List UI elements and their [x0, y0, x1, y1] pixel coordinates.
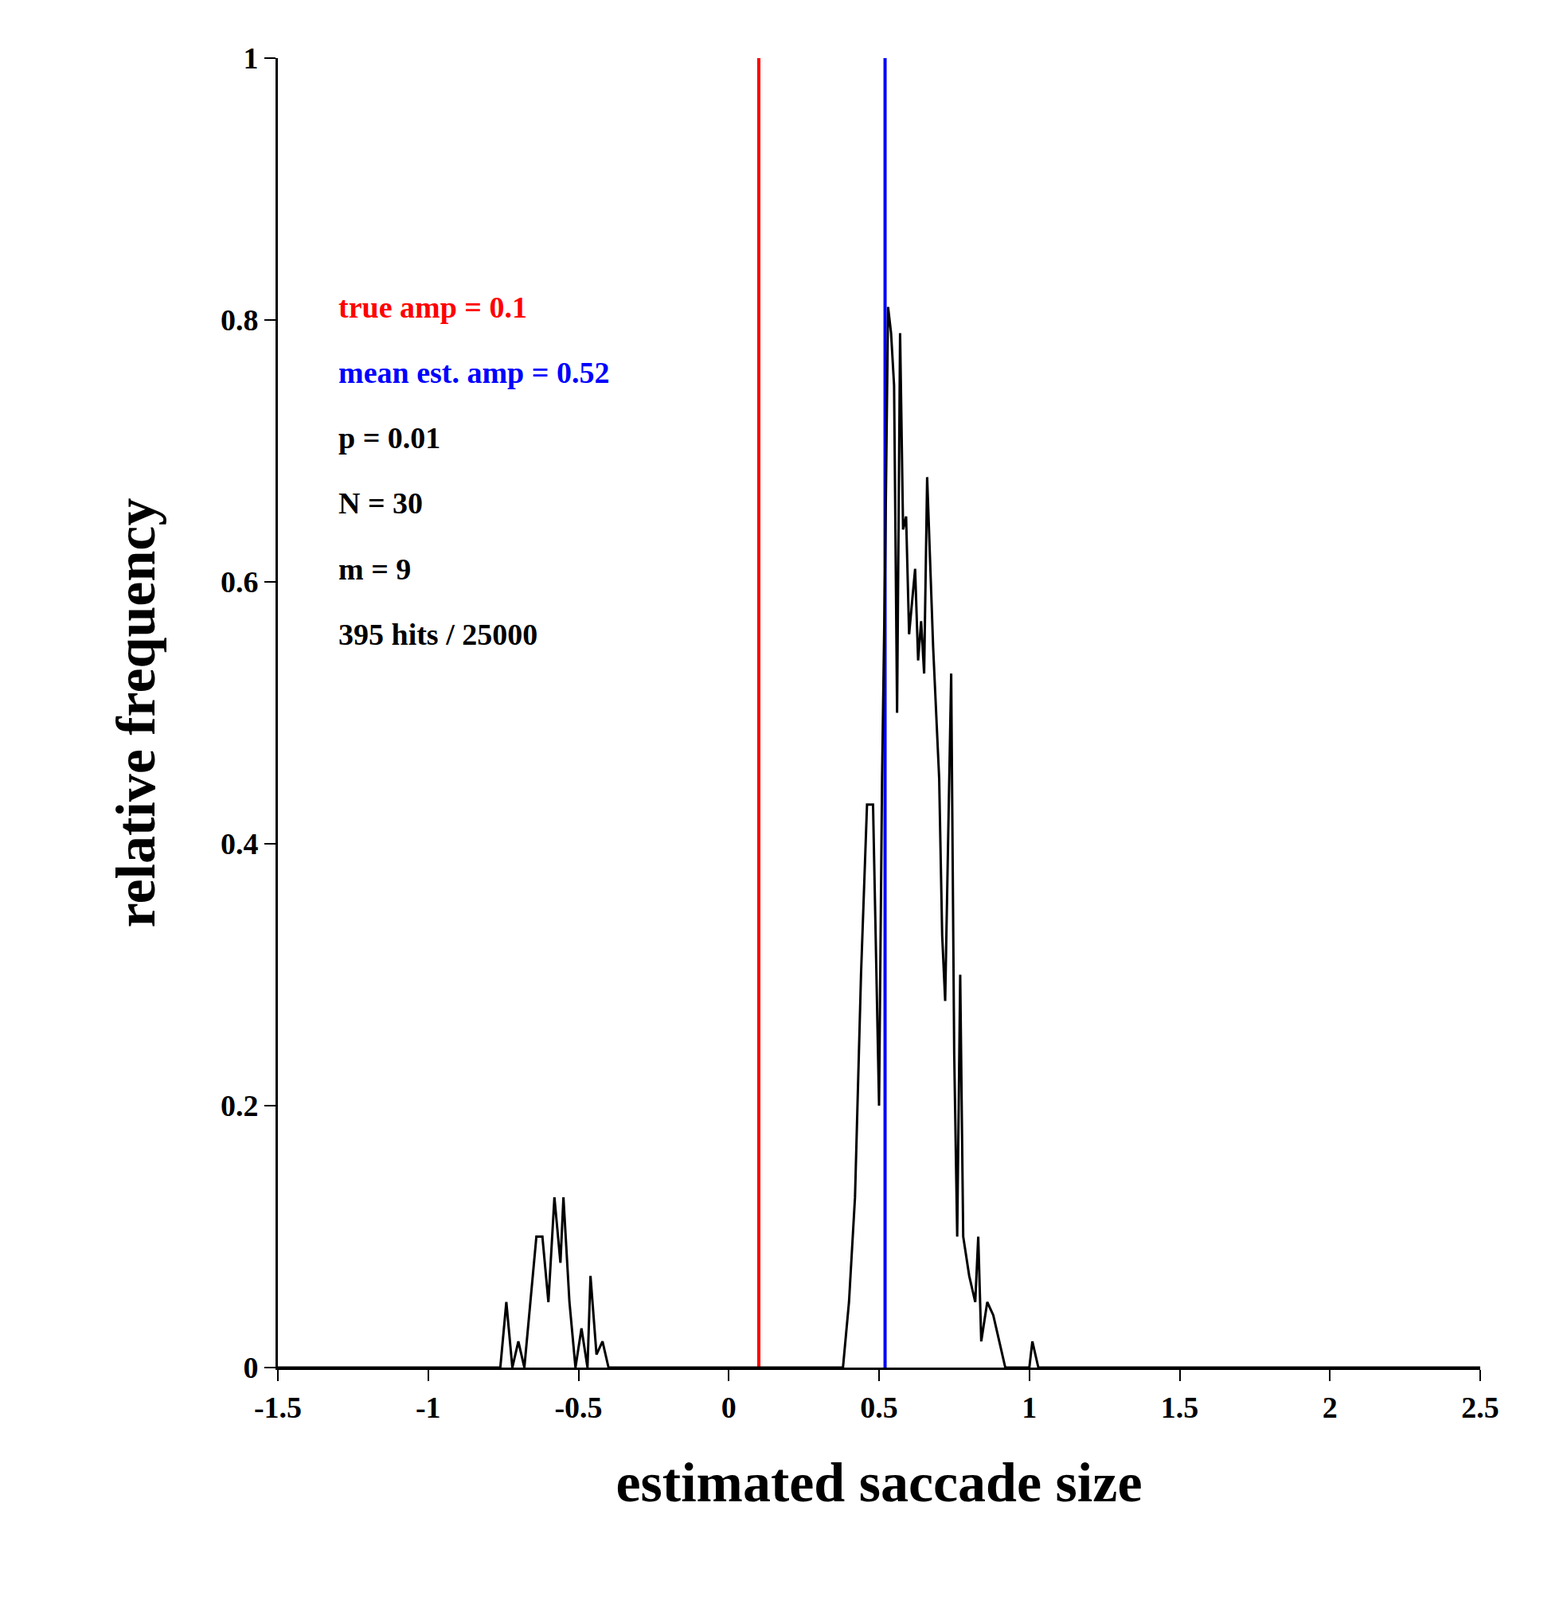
- svg-text:0: 0: [721, 1391, 737, 1425]
- svg-text:0.5: 0.5: [859, 1391, 899, 1425]
- svg-text:395 hits / 25000: 395 hits / 25000: [338, 617, 538, 652]
- svg-text:m = 9: m = 9: [338, 552, 411, 587]
- svg-text:-1: -1: [415, 1391, 442, 1425]
- svg-text:-0.5: -0.5: [554, 1391, 602, 1425]
- svg-text:0: 0: [242, 1351, 258, 1385]
- svg-text:0.8: 0.8: [220, 303, 259, 337]
- svg-text:2.5: 2.5: [1461, 1391, 1500, 1425]
- svg-text:true amp = 0.1: true amp = 0.1: [338, 290, 528, 325]
- svg-text:1: 1: [242, 41, 258, 75]
- svg-text:p = 0.01: p = 0.01: [338, 421, 441, 455]
- svg-text:0.4: 0.4: [220, 827, 259, 861]
- svg-text:mean est. amp = 0.52: mean est. amp = 0.52: [338, 355, 610, 390]
- svg-text:1.5: 1.5: [1160, 1391, 1200, 1425]
- svg-text:relative frequency: relative frequency: [105, 498, 167, 929]
- svg-text:estimated saccade size: estimated saccade size: [616, 1452, 1143, 1514]
- svg-text:1: 1: [1021, 1391, 1037, 1425]
- svg-text:2: 2: [1322, 1391, 1338, 1425]
- svg-text:0.6: 0.6: [220, 565, 259, 599]
- svg-text:N = 30: N = 30: [338, 486, 423, 520]
- svg-text:-1.5: -1.5: [254, 1391, 302, 1425]
- svg-text:0.2: 0.2: [220, 1089, 259, 1123]
